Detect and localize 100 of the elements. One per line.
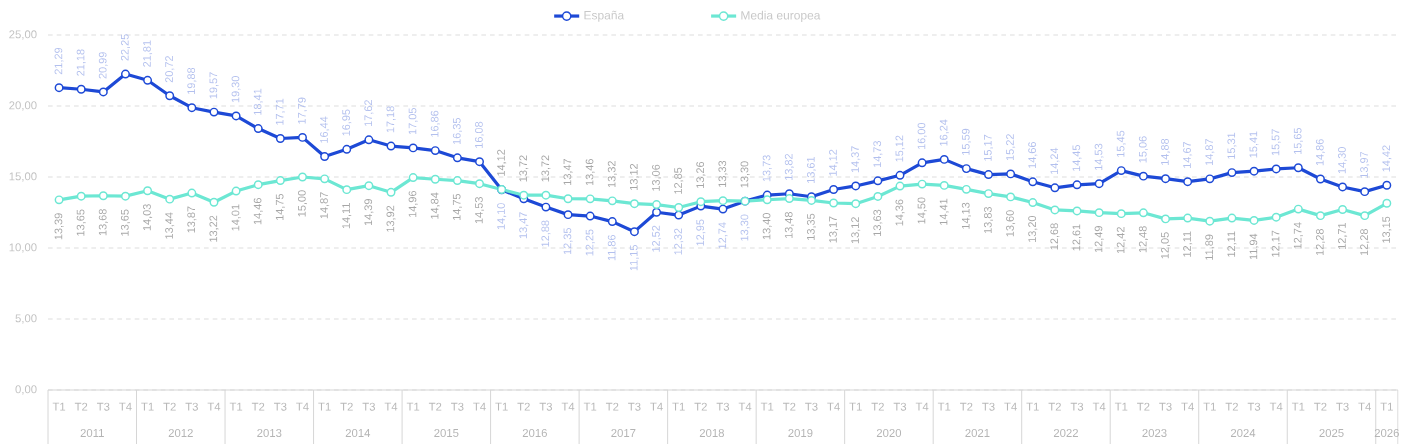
data-label: 19,30 bbox=[231, 76, 241, 103]
text: 2017 bbox=[611, 429, 636, 438]
data-label: 16,08 bbox=[475, 121, 485, 148]
x-tick-label: T2 bbox=[782, 402, 796, 411]
x-tick-label: T4 bbox=[1181, 402, 1194, 411]
text: 2012 bbox=[168, 429, 193, 438]
data-label: 15,59 bbox=[961, 128, 971, 155]
x-tick-label: T1 bbox=[318, 402, 331, 411]
data-label: 14,46 bbox=[253, 198, 263, 225]
data-label: 14,84 bbox=[430, 192, 440, 219]
data-label: 13,44 bbox=[165, 212, 175, 239]
y-tick-label: 25,00 bbox=[9, 30, 37, 40]
x-tick-label: T2 bbox=[428, 402, 442, 411]
data-label: 14,67 bbox=[1183, 141, 1193, 168]
data-label: 13,60 bbox=[1006, 210, 1016, 237]
data-label: 12,28 bbox=[1315, 229, 1325, 256]
data-label: 17,79 bbox=[297, 97, 308, 124]
data-label: 13,32 bbox=[607, 161, 617, 188]
text: 2026 bbox=[1374, 429, 1399, 438]
y-tick-label: 10,00 bbox=[9, 243, 37, 253]
x-tick-label: T2 bbox=[694, 402, 707, 411]
x-tick-label: T2 bbox=[340, 402, 353, 411]
data-label: 16,95 bbox=[342, 109, 352, 136]
data-label: 13,48 bbox=[784, 212, 794, 239]
x-tick-label: T1 bbox=[1203, 402, 1216, 411]
data-label: 14,88 bbox=[1161, 138, 1171, 165]
x-tick-label: T1 bbox=[495, 402, 508, 411]
data-label: 15,17 bbox=[984, 134, 993, 161]
data-label: 15,31 bbox=[1227, 132, 1237, 159]
data-label: 21,18 bbox=[76, 49, 86, 76]
text: 2018 bbox=[699, 429, 724, 438]
data-label: 17,05 bbox=[408, 108, 418, 135]
text: 2011 bbox=[80, 429, 104, 438]
data-label: 13,92 bbox=[386, 205, 396, 232]
x-tick-label: T2 bbox=[251, 402, 265, 411]
data-label: 22,25 bbox=[120, 34, 130, 61]
data-label: 12,61 bbox=[1072, 224, 1082, 251]
x-tick-label: T4 bbox=[1358, 402, 1371, 411]
data-label: 14,75 bbox=[452, 193, 462, 221]
data-label: 14,50 bbox=[917, 197, 927, 224]
data-label: 13,12 bbox=[851, 217, 861, 244]
data-label: 12,88 bbox=[541, 220, 551, 247]
data-label: 18,41 bbox=[253, 88, 263, 115]
text: 2020 bbox=[876, 429, 902, 438]
x-tick-label: T3 bbox=[274, 402, 287, 411]
data-label: 13,47 bbox=[563, 158, 573, 185]
x-tick-label: T4 bbox=[296, 402, 309, 411]
data-label: 12,11 bbox=[1227, 231, 1237, 257]
data-label: 13,72 bbox=[541, 155, 551, 182]
data-label: 17,18 bbox=[386, 106, 396, 133]
y-tick-label: 15,00 bbox=[9, 172, 37, 182]
data-label: 14,12 bbox=[829, 149, 839, 176]
data-label: 13,35 bbox=[806, 213, 816, 240]
data-label: 13,39 bbox=[54, 213, 64, 240]
data-label: 14,11 bbox=[342, 203, 352, 229]
data-label: 13,06 bbox=[652, 164, 662, 191]
x-tick-label: T3 bbox=[805, 402, 818, 411]
data-label: 12,25 bbox=[585, 229, 595, 256]
data-label: 19,57 bbox=[209, 72, 219, 99]
data-label: 13,82 bbox=[784, 154, 794, 180]
data-label: 13,72 bbox=[519, 155, 529, 182]
data-label: 12,32 bbox=[674, 228, 684, 255]
x-tick-label: T3 bbox=[362, 402, 376, 411]
data-label: 11,89 bbox=[1205, 234, 1215, 260]
x-tick-label: T2 bbox=[74, 402, 88, 411]
x-tick-label: T1 bbox=[1114, 402, 1128, 411]
data-label: 12,52 bbox=[652, 225, 662, 252]
data-label: 13,97 bbox=[1360, 151, 1370, 178]
data-label: 13,87 bbox=[187, 206, 197, 233]
data-label: 14,36 bbox=[895, 199, 905, 226]
text: 2019 bbox=[788, 429, 813, 438]
data-label: 14,66 bbox=[1028, 142, 1038, 169]
data-label: 12,05 bbox=[1161, 232, 1171, 259]
text: 2013 bbox=[257, 429, 282, 438]
data-label: 13,65 bbox=[76, 209, 86, 236]
data-label: 15,65 bbox=[1293, 127, 1303, 154]
x-tick-label: T1 bbox=[406, 402, 420, 411]
data-label: 13,30 bbox=[740, 161, 750, 188]
x-tick-label: T1 bbox=[672, 402, 685, 411]
y-tick-label: 20,00 bbox=[9, 101, 37, 111]
x-tick-label: T3 bbox=[1247, 402, 1261, 411]
data-label: 14,45 bbox=[1072, 144, 1082, 172]
data-label: 14,87 bbox=[1205, 139, 1215, 166]
data-label: 14,37 bbox=[851, 146, 861, 173]
data-label: 14,41 bbox=[939, 198, 949, 225]
data-label: 14,42 bbox=[1382, 145, 1392, 172]
data-label: 16,35 bbox=[452, 118, 462, 145]
data-label: 15,22 bbox=[1006, 134, 1016, 161]
data-label: 14,13 bbox=[961, 202, 971, 229]
x-tick-label: T2 bbox=[871, 402, 884, 411]
data-label: 17,62 bbox=[364, 100, 374, 127]
x-tick-label: T4 bbox=[1269, 402, 1283, 411]
x-tick-label: T1 bbox=[52, 402, 66, 411]
x-tick-label: T4 bbox=[1004, 402, 1017, 411]
data-label: 16,24 bbox=[939, 119, 949, 146]
x-tick-label: T1 bbox=[760, 402, 774, 411]
text: 2025 bbox=[1319, 429, 1344, 438]
data-label: 11,94 bbox=[1249, 233, 1259, 260]
x-tick-label: T1 bbox=[583, 402, 597, 411]
data-label: 14,75 bbox=[275, 193, 285, 221]
